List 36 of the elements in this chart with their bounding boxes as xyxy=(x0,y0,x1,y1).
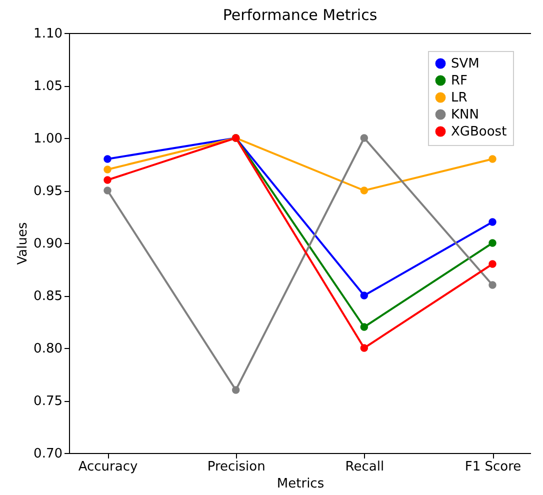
legend-label: LR xyxy=(451,90,468,106)
x-axis-title: Metrics xyxy=(276,476,324,492)
point xyxy=(488,281,496,289)
point xyxy=(104,186,112,194)
y-axis-title: Values xyxy=(16,222,31,265)
y-tick-label: 0.75 xyxy=(34,394,62,409)
y-tick-label: 1.00 xyxy=(34,132,62,146)
point xyxy=(488,239,496,247)
point xyxy=(488,155,496,163)
y-tick-label: 1.05 xyxy=(34,79,62,94)
point xyxy=(104,155,112,163)
point xyxy=(488,260,496,268)
chart-title: Performance Metrics xyxy=(222,6,378,24)
point xyxy=(232,386,240,394)
legend-label: SVM xyxy=(451,56,480,72)
x-tick-label: F1 Score xyxy=(464,460,522,474)
point xyxy=(360,323,368,331)
point xyxy=(360,134,368,142)
y-tick-label: 0.70 xyxy=(34,446,62,462)
y-tick-label: 0.90 xyxy=(34,236,62,252)
y-tick-label: 0.80 xyxy=(34,342,62,356)
point xyxy=(360,186,368,194)
y-tick-label: 1.10 xyxy=(34,26,62,42)
y-tick-label: 0.95 xyxy=(34,184,62,199)
point xyxy=(360,344,368,352)
x-tick-label: Precision xyxy=(207,460,266,474)
x-tick-label: Recall xyxy=(345,460,384,474)
legend-label: XGBoost xyxy=(451,124,507,140)
x-tick-label: Accuracy xyxy=(78,460,138,474)
legend-label: KNN xyxy=(451,108,479,122)
point xyxy=(104,166,112,174)
point xyxy=(360,292,368,300)
legend-label: RF xyxy=(451,74,468,88)
point xyxy=(488,218,496,226)
y-tick-label: 0.85 xyxy=(34,289,62,304)
point xyxy=(104,176,112,184)
